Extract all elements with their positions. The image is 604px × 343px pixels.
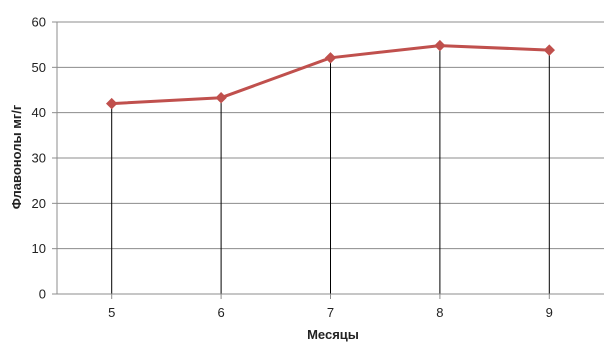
y-tick-label: 50: [32, 60, 46, 75]
y-tick-label: 40: [32, 105, 46, 120]
x-tick-label: 5: [108, 305, 115, 320]
x-tick-label: 7: [327, 305, 334, 320]
x-tick-label: 9: [546, 305, 553, 320]
y-tick-label: 20: [32, 196, 46, 211]
series: [105, 39, 556, 110]
x-tick-label: 6: [217, 305, 224, 320]
y-tick-label: 10: [32, 241, 46, 256]
drop-lines: [111, 45, 550, 294]
y-tick-label: 0: [39, 287, 46, 302]
data-point-marker: [324, 52, 337, 64]
data-point-marker: [105, 97, 118, 110]
x-tick-label: 8: [436, 305, 443, 320]
tick-labels: 0 10 20 30 40 50 60 5 6 7 8 9: [32, 15, 553, 321]
axes: [52, 21, 604, 299]
data-point-marker: [215, 91, 227, 104]
data-point-marker: [543, 44, 556, 56]
y-tick-label: 60: [32, 15, 46, 30]
y-axis-title: Флавонолы мг/г: [9, 104, 24, 209]
x-axis-title: Месяцы: [307, 327, 359, 342]
y-tick-label: 30: [32, 151, 46, 166]
data-point-marker: [434, 39, 446, 52]
